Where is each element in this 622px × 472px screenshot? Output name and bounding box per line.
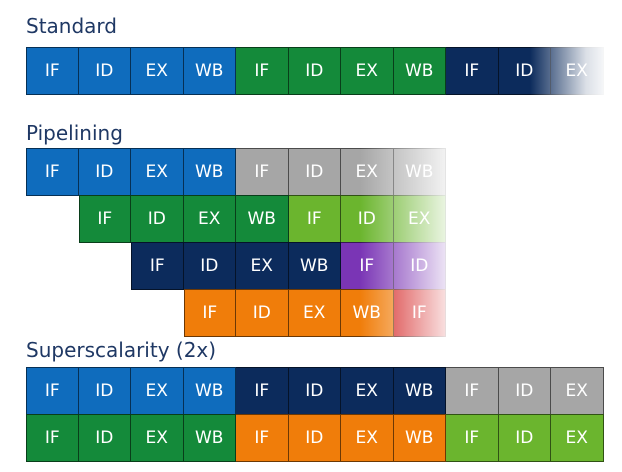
pipelining-title: Pipelining — [26, 121, 123, 145]
stage-cell-ex: EX — [341, 148, 394, 196]
stage-cell-id: ID — [498, 47, 551, 95]
pipelining-row-1: IF ID EX WB IF ID EX WB — [26, 148, 446, 196]
stage-cell-wb: WB — [183, 414, 236, 462]
stage-cell-ex: EX — [131, 414, 184, 462]
stage-cell-if: IF — [288, 195, 341, 243]
stage-cell-ex: EX — [341, 47, 394, 95]
stage-cell-if: IF — [236, 148, 289, 196]
stage-cell-wb: WB — [236, 195, 289, 243]
pipelining-row-3: IF ID EX WB IF ID — [131, 242, 446, 290]
stage-cell-wb: WB — [393, 367, 446, 415]
stage-cell-wb: WB — [393, 414, 446, 462]
stage-cell-if: IF — [446, 47, 499, 95]
stage-cell-ex: EX — [131, 47, 184, 95]
stage-cell-id: ID — [183, 242, 236, 290]
stage-cell-if: IF — [26, 414, 79, 462]
stage-cell-if: IF — [26, 148, 79, 196]
stage-cell-id: ID — [288, 414, 341, 462]
stage-cell-wb: WB — [183, 148, 236, 196]
stage-cell-if: IF — [236, 414, 289, 462]
superscalarity-title: Superscalarity (2x) — [26, 338, 217, 362]
stage-cell-id: ID — [288, 47, 341, 95]
pipelining-row-2: IF ID EX WB IF ID EX — [78, 195, 446, 243]
stage-cell-ex: EX — [551, 367, 604, 415]
stage-cell-ex: EX — [236, 242, 289, 290]
stage-cell-id: ID — [288, 367, 341, 415]
stage-cell-id: ID — [131, 195, 184, 243]
stage-cell-id: ID — [288, 148, 341, 196]
stage-cell-id: ID — [498, 414, 551, 462]
stage-cell-if: IF — [341, 242, 394, 290]
stage-cell-id: ID — [78, 47, 131, 95]
stage-cell-if: IF — [131, 242, 184, 290]
stage-cell-if: IF — [78, 195, 131, 243]
stage-cell-if: IF — [446, 367, 499, 415]
stage-cell-ex: EX — [183, 195, 236, 243]
stage-cell-id: ID — [236, 289, 289, 337]
stage-cell-ex: EX — [393, 195, 446, 243]
stage-cell-wb: WB — [183, 367, 236, 415]
superscalarity-row-2: IF ID EX WB IF ID EX WB IF ID EX — [26, 414, 604, 462]
stage-cell-if: IF — [393, 289, 446, 337]
stage-cell-ex: EX — [288, 289, 341, 337]
stage-cell-ex: EX — [131, 148, 184, 196]
stage-cell-if: IF — [236, 367, 289, 415]
stage-cell-if: IF — [236, 47, 289, 95]
stage-cell-wb: WB — [183, 47, 236, 95]
stage-cell-ex: EX — [341, 414, 394, 462]
stage-cell-wb: WB — [393, 148, 446, 196]
stage-cell-wb: WB — [393, 47, 446, 95]
stage-cell-ex: EX — [341, 367, 394, 415]
superscalarity-row-1: IF ID EX WB IF ID EX WB IF ID EX — [26, 367, 604, 415]
stage-cell-id: ID — [393, 242, 446, 290]
stage-cell-if: IF — [26, 367, 79, 415]
stage-cell-id: ID — [78, 367, 131, 415]
stage-cell-ex: EX — [551, 47, 604, 95]
stage-cell-ex: EX — [551, 414, 604, 462]
pipelining-row-4: IF ID EX WB IF — [183, 289, 446, 337]
stage-cell-id: ID — [78, 148, 131, 196]
standard-row: IF ID EX WB IF ID EX WB IF ID EX — [26, 47, 604, 95]
stage-cell-if: IF — [26, 47, 79, 95]
stage-cell-id: ID — [78, 414, 131, 462]
stage-cell-if: IF — [183, 289, 236, 337]
stage-cell-if: IF — [446, 414, 499, 462]
stage-cell-id: ID — [498, 367, 551, 415]
stage-cell-id: ID — [341, 195, 394, 243]
stage-cell-wb: WB — [341, 289, 394, 337]
stage-cell-ex: EX — [131, 367, 184, 415]
standard-title: Standard — [26, 14, 117, 38]
stage-cell-wb: WB — [288, 242, 341, 290]
